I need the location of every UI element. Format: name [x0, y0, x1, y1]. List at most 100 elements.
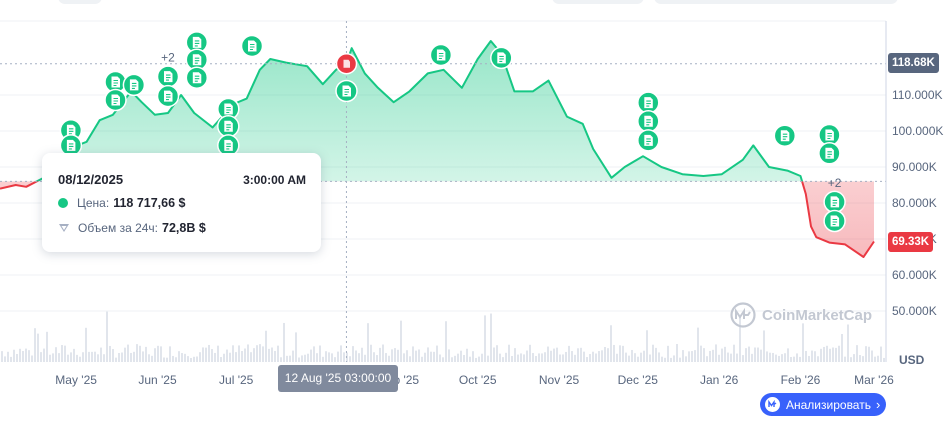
- volume-bar: [706, 356, 708, 362]
- volume-bar: [577, 348, 579, 362]
- volume-bar: [403, 353, 405, 362]
- volume-bar: [463, 354, 465, 362]
- volume-bar: [682, 350, 684, 362]
- volume-bar: [640, 352, 642, 362]
- news-marker[interactable]: [217, 115, 240, 138]
- volume-bar: [421, 356, 423, 362]
- volume-bar: [52, 353, 54, 362]
- price-tooltip: 08/12/2025 3:00:00 AM Цена: 118 717,66 $…: [42, 153, 321, 252]
- volume-bar: [742, 355, 744, 362]
- news-marker[interactable]: [823, 190, 846, 214]
- volume-bar: [43, 348, 45, 362]
- news-marker[interactable]: [490, 46, 513, 70]
- news-marker[interactable]: [240, 34, 264, 58]
- volume-icon: [59, 224, 69, 232]
- volume-bar: [625, 352, 627, 362]
- volume-bar: [880, 346, 882, 362]
- volume-bar: [784, 353, 786, 362]
- news-marker[interactable]: [818, 142, 841, 165]
- volume-bar: [562, 354, 564, 362]
- last-price-tag: 69.33K: [888, 232, 934, 252]
- x-tick-label: May '25: [55, 373, 97, 387]
- volume-bar: [526, 350, 528, 362]
- volume-bar: [139, 345, 141, 362]
- volume-bar: [673, 355, 675, 362]
- tooltip-volume-label: Объем за 24ч:: [78, 221, 159, 235]
- volume-bar: [391, 349, 393, 362]
- volume-bar: [112, 349, 114, 362]
- volume-bar: [274, 350, 276, 362]
- news-marker[interactable]: [637, 110, 660, 133]
- y-tick-label: 80.000K: [892, 196, 937, 210]
- volume-bar: [598, 351, 600, 362]
- volume-bar: [418, 349, 420, 362]
- volume-bar: [514, 348, 516, 362]
- volume-bar: [100, 347, 102, 362]
- top-tab-pill[interactable]: [654, 0, 898, 4]
- y-tick-label: 90.000K: [892, 160, 937, 174]
- volume-bar: [79, 356, 81, 362]
- volume-bar: [778, 355, 780, 362]
- volume-bar: [751, 353, 753, 362]
- volume-bar: [55, 347, 57, 362]
- volume-bar: [280, 357, 282, 362]
- news-marker[interactable]: [185, 48, 209, 71]
- volume-bar: [64, 345, 66, 362]
- tooltip-volume-row: Объем за 24ч: 72,8B $: [58, 221, 206, 235]
- news-marker[interactable]: [104, 88, 127, 112]
- news-marker[interactable]: [217, 134, 240, 157]
- volume-bar: [286, 355, 288, 362]
- volume-bar: [874, 356, 876, 362]
- tooltip-price-label: Цена:: [77, 196, 110, 210]
- news-marker[interactable]: [217, 97, 240, 121]
- volume-bar: [676, 344, 678, 362]
- news-marker[interactable]: [185, 66, 209, 89]
- volume-bar: [529, 344, 531, 362]
- volume-bar: [553, 348, 555, 362]
- volume-bar: [301, 355, 303, 362]
- volume-bar: [757, 347, 759, 362]
- news-marker[interactable]: [59, 134, 83, 157]
- news-marker[interactable]: [818, 123, 841, 147]
- document-icon: [497, 52, 506, 64]
- analyze-button[interactable]: Анализировать ›: [760, 393, 886, 416]
- news-marker[interactable]: [823, 209, 846, 233]
- volume-bar: [793, 356, 795, 362]
- volume-bar: [238, 345, 240, 362]
- top-tab-pill[interactable]: [552, 0, 644, 4]
- volume-bar: [478, 356, 480, 362]
- selected-news-marker[interactable]: [335, 52, 358, 75]
- volume-bar: [661, 356, 663, 362]
- volume-bar: [208, 344, 210, 362]
- volume-bar: [127, 344, 129, 362]
- volume-bar: [760, 349, 762, 362]
- volume-bar: [667, 345, 669, 362]
- volume-bar: [310, 349, 312, 362]
- volume-bar: [232, 345, 234, 362]
- volume-bar: [10, 356, 12, 362]
- volume-bar: [430, 351, 432, 362]
- volume-bar: [616, 353, 618, 362]
- news-marker[interactable]: [637, 129, 660, 152]
- volume-bar: [790, 357, 792, 362]
- volume-bar: [583, 351, 585, 362]
- volume-bar: [685, 356, 687, 362]
- news-marker[interactable]: [429, 43, 453, 67]
- news-marker[interactable]: [156, 84, 180, 108]
- news-marker[interactable]: [773, 124, 797, 147]
- volume-bar: [868, 346, 870, 362]
- news-marker[interactable]: [637, 91, 660, 114]
- volume-bar: [298, 357, 300, 362]
- volume-bar: [340, 345, 342, 362]
- volume-bar: [469, 356, 471, 362]
- volume-bar: [34, 328, 36, 362]
- volume-bar: [550, 350, 552, 362]
- news-marker[interactable]: [156, 65, 180, 88]
- volume-bar: [688, 351, 690, 362]
- volume-bar: [412, 346, 414, 362]
- news-marker[interactable]: [122, 73, 146, 97]
- top-tab-pill[interactable]: [58, 0, 102, 4]
- x-tick-label: Jan '26: [700, 373, 739, 387]
- news-marker[interactable]: [335, 79, 358, 103]
- volume-bar: [457, 353, 459, 362]
